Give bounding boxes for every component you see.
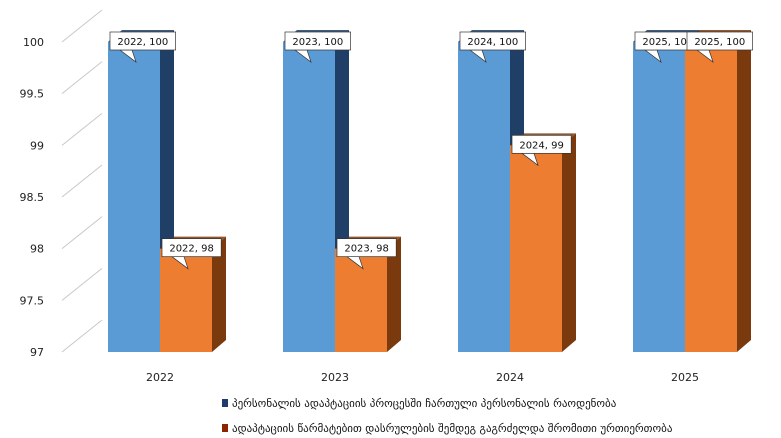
- data-label: 2024, 100: [459, 31, 526, 63]
- bars-layer: [108, 30, 751, 352]
- bar-orange-2024: [510, 133, 576, 352]
- legend-item: ადაპტაციის წარმატებით დასრულების შემდეგ …: [222, 422, 673, 435]
- data-label: 2022, 100: [109, 31, 176, 63]
- data-label: 2025, 100: [686, 31, 753, 63]
- y-tick-label: 97.5: [20, 294, 45, 307]
- data-label: 2023, 98: [336, 238, 397, 270]
- axis-layer: 97 97.5 98 98.5 99 99.5 100 2022 2023 2024 2025: [20, 36, 700, 384]
- data-label-text: 2025, 100: [642, 37, 693, 48]
- data-label-text: 2024, 99: [519, 140, 564, 151]
- bar-side-face: [212, 236, 226, 352]
- bar-front-face: [108, 42, 160, 352]
- legend-label: პერსონალის ადაპტაციის პროცესში ჩართული პ…: [232, 397, 617, 410]
- data-label-text: 2023, 100: [292, 37, 343, 48]
- bar-front-face: [458, 42, 510, 352]
- legend-item: პერსონალის ადაპტაციის პროცესში ჩართული პ…: [222, 397, 617, 410]
- bar-orange-2025: [685, 30, 751, 352]
- data-label-box: [109, 31, 176, 51]
- data-label: 2025, 100: [634, 31, 701, 63]
- gridline-diagonal: [61, 112, 103, 146]
- x-category-label: 2024: [496, 371, 524, 384]
- bar-side-face: [562, 133, 576, 352]
- y-tick-label: 98: [30, 243, 44, 256]
- data-label-box: [284, 31, 351, 51]
- data-label-box: [161, 238, 222, 258]
- gridline-diagonal: [61, 164, 103, 198]
- y-tick-label: 98.5: [20, 191, 45, 204]
- x-category-label: 2025: [671, 371, 699, 384]
- data-label-box: [686, 31, 753, 51]
- data-label: 2023, 100: [284, 31, 351, 63]
- y-tick-label: 99: [30, 139, 44, 152]
- data-label-box: [459, 31, 526, 51]
- data-label-text: 2024, 100: [467, 37, 518, 48]
- grid-layer: [61, 9, 103, 353]
- data-label-text: 2022, 98: [169, 244, 214, 255]
- x-category-label: 2023: [321, 371, 349, 384]
- gridline-diagonal: [61, 216, 103, 250]
- bar-front-face: [510, 145, 562, 352]
- bar-side-face: [387, 236, 401, 352]
- gridline-diagonal: [61, 267, 103, 301]
- legend-swatch: [222, 424, 228, 432]
- y-tick-label: 100: [23, 36, 44, 49]
- gridline-diagonal: [61, 61, 103, 95]
- bar-front-face: [685, 42, 737, 352]
- data-label-text: 2022, 100: [117, 37, 168, 48]
- bar-front-face: [283, 42, 335, 352]
- gridline-diagonal: [61, 9, 103, 43]
- legend-label: ადაპტაციის წარმატებით დასრულების შემდეგ …: [232, 422, 673, 435]
- data-label: 2024, 99: [511, 134, 572, 167]
- legend-swatch: [222, 399, 228, 407]
- data-label: 2022, 98: [161, 238, 222, 270]
- data-labels-layer: 2022, 100 2022, 98 2023, 100 2023, 98 2024, …: [109, 31, 753, 270]
- bar-side-face: [737, 30, 751, 352]
- gridline-diagonal: [61, 319, 103, 353]
- bar-front-face: [633, 42, 685, 352]
- x-category-label: 2022: [146, 371, 174, 384]
- data-label-box: [336, 238, 397, 258]
- y-tick-label: 99.5: [20, 88, 45, 101]
- data-label-box: [511, 134, 572, 154]
- data-label-text: 2023, 98: [344, 244, 389, 255]
- data-label-text: 2025, 100: [694, 37, 745, 48]
- y-tick-label: 97: [30, 346, 44, 359]
- legend: პერსონალის ადაპტაციის პროცესში ჩართული პ…: [222, 397, 673, 435]
